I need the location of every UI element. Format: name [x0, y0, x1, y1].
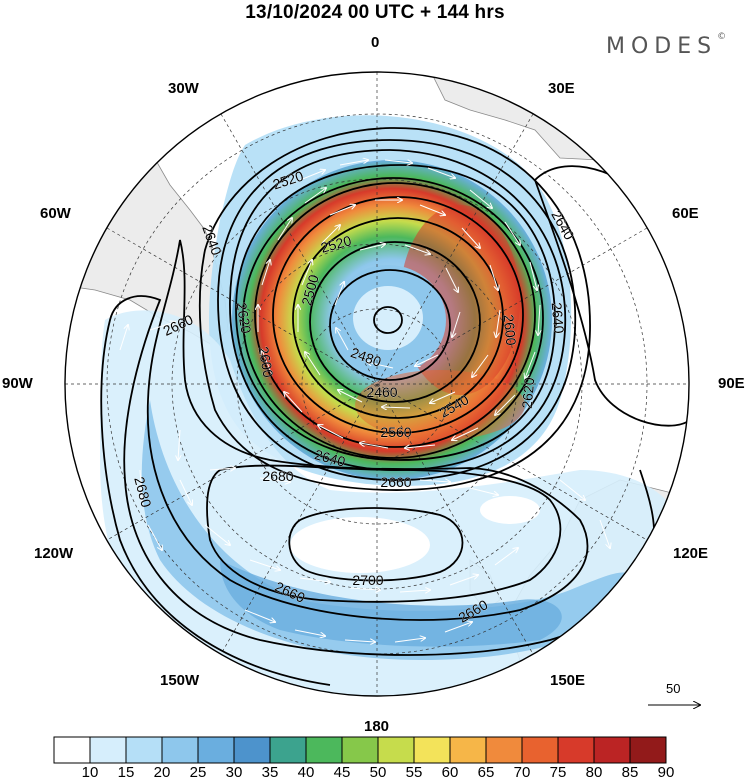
colorbar-tick-label: 55 [405, 764, 423, 781]
contour-2700 [288, 507, 464, 582]
shade-southwest-inner [220, 560, 562, 647]
colorbar-swatch [125, 736, 163, 764]
contour-2440 [373, 306, 403, 334]
lon-label-90e: 90E [718, 375, 745, 392]
colorbar-tick-label: 30 [225, 764, 243, 781]
contour-2640 [198, 127, 591, 491]
reference-vector-label: 50 [666, 681, 681, 696]
contour-label: 2640 [549, 302, 568, 335]
lon-label-30w: 30W [168, 80, 199, 97]
colorbar-swatch [89, 736, 127, 764]
contour-label: 2600 [255, 345, 276, 379]
lon-label-60e: 60E [672, 205, 699, 222]
colorbar-swatch [269, 736, 307, 764]
colorbar-swatch [485, 736, 523, 764]
colorbar-tick-label: 40 [297, 764, 315, 781]
contour-2460 [329, 269, 451, 381]
colorbar-tick-label: 15 [117, 764, 135, 781]
colorbar-tick-label: 25 [189, 764, 207, 781]
map-title: 13/10/2024 00 UTC + 144 hrs [245, 2, 505, 23]
contour-2540 [254, 182, 536, 448]
colorbar-swatch [629, 736, 667, 764]
contour-2660 [146, 239, 589, 621]
colorbar-tick-label: 35 [261, 764, 279, 781]
contour-2620 [217, 139, 577, 481]
colorbar-tick-label: 65 [477, 764, 495, 781]
shade-jet-max-2 [355, 370, 525, 440]
colorbar-swatch [449, 736, 487, 764]
contour-label: 2600 [501, 314, 520, 347]
colorbar-swatch [161, 736, 199, 764]
contour-label: 2460 [366, 384, 397, 400]
colorbar-tick-label: 80 [585, 764, 603, 781]
lon-label-120w: 120W [34, 545, 74, 562]
colorbar-swatch [53, 736, 91, 764]
colorbar-tick-label: 50 [369, 764, 387, 781]
colorbar-swatch [593, 736, 631, 764]
graticule [65, 72, 689, 696]
contour-2480 [309, 241, 481, 403]
brand-name: MODES [606, 34, 718, 59]
contour-2560 [242, 177, 544, 459]
lon-label-30e: 30E [548, 80, 575, 97]
colorbar-swatch [521, 736, 559, 764]
copyright-mark: © [717, 32, 727, 42]
colorbar-swatch [413, 736, 451, 764]
lon-label-90w: 90W [2, 375, 33, 392]
contour-label: 2680 [262, 468, 293, 484]
colorbar-swatch [377, 736, 415, 764]
colorbar-tick-label: 85 [621, 764, 639, 781]
lon-label-150w: 150W [160, 672, 200, 689]
contour-2680 [206, 464, 562, 603]
lon-label-60w: 60W [40, 205, 71, 222]
contour-label: 2620 [233, 301, 254, 335]
colorbar-swatch [197, 736, 235, 764]
colorbar-swatch [557, 736, 595, 764]
contour-label: 2700 [352, 572, 383, 588]
colorbar [53, 736, 667, 764]
contour-2600 [229, 149, 567, 471]
colorbar-tick-label: 90 [657, 764, 675, 781]
contour-label: 2660 [380, 474, 411, 490]
colorbar-swatch [305, 736, 343, 764]
colorbar-tick-label: 45 [333, 764, 351, 781]
brand-logo: MODES© [606, 32, 727, 59]
contour-label: 2560 [380, 424, 411, 440]
map-border [64, 71, 690, 697]
shade-inner-core [353, 286, 423, 350]
colorbar-swatch [341, 736, 379, 764]
colorbar-tick-label: 60 [441, 764, 459, 781]
colorbar-tick-label: 70 [513, 764, 531, 781]
lon-label-180: 180 [364, 718, 390, 735]
lon-label-150e: 150E [550, 672, 586, 689]
contour-2580 [235, 164, 556, 461]
lon-label-120e: 120E [673, 545, 709, 562]
lon-label-0: 0 [371, 34, 380, 51]
contour-label: 2620 [519, 377, 538, 410]
colorbar-swatch [233, 736, 271, 764]
shade-white-hole-2 [480, 496, 540, 524]
wind-vectors [119, 160, 610, 642]
colorbar-tick-label: 20 [153, 764, 171, 781]
colorbar-tick-label: 10 [81, 764, 99, 781]
colorbar-tick-label: 75 [549, 764, 567, 781]
shade-white-hole [290, 517, 430, 573]
contour-2500 [292, 217, 504, 419]
